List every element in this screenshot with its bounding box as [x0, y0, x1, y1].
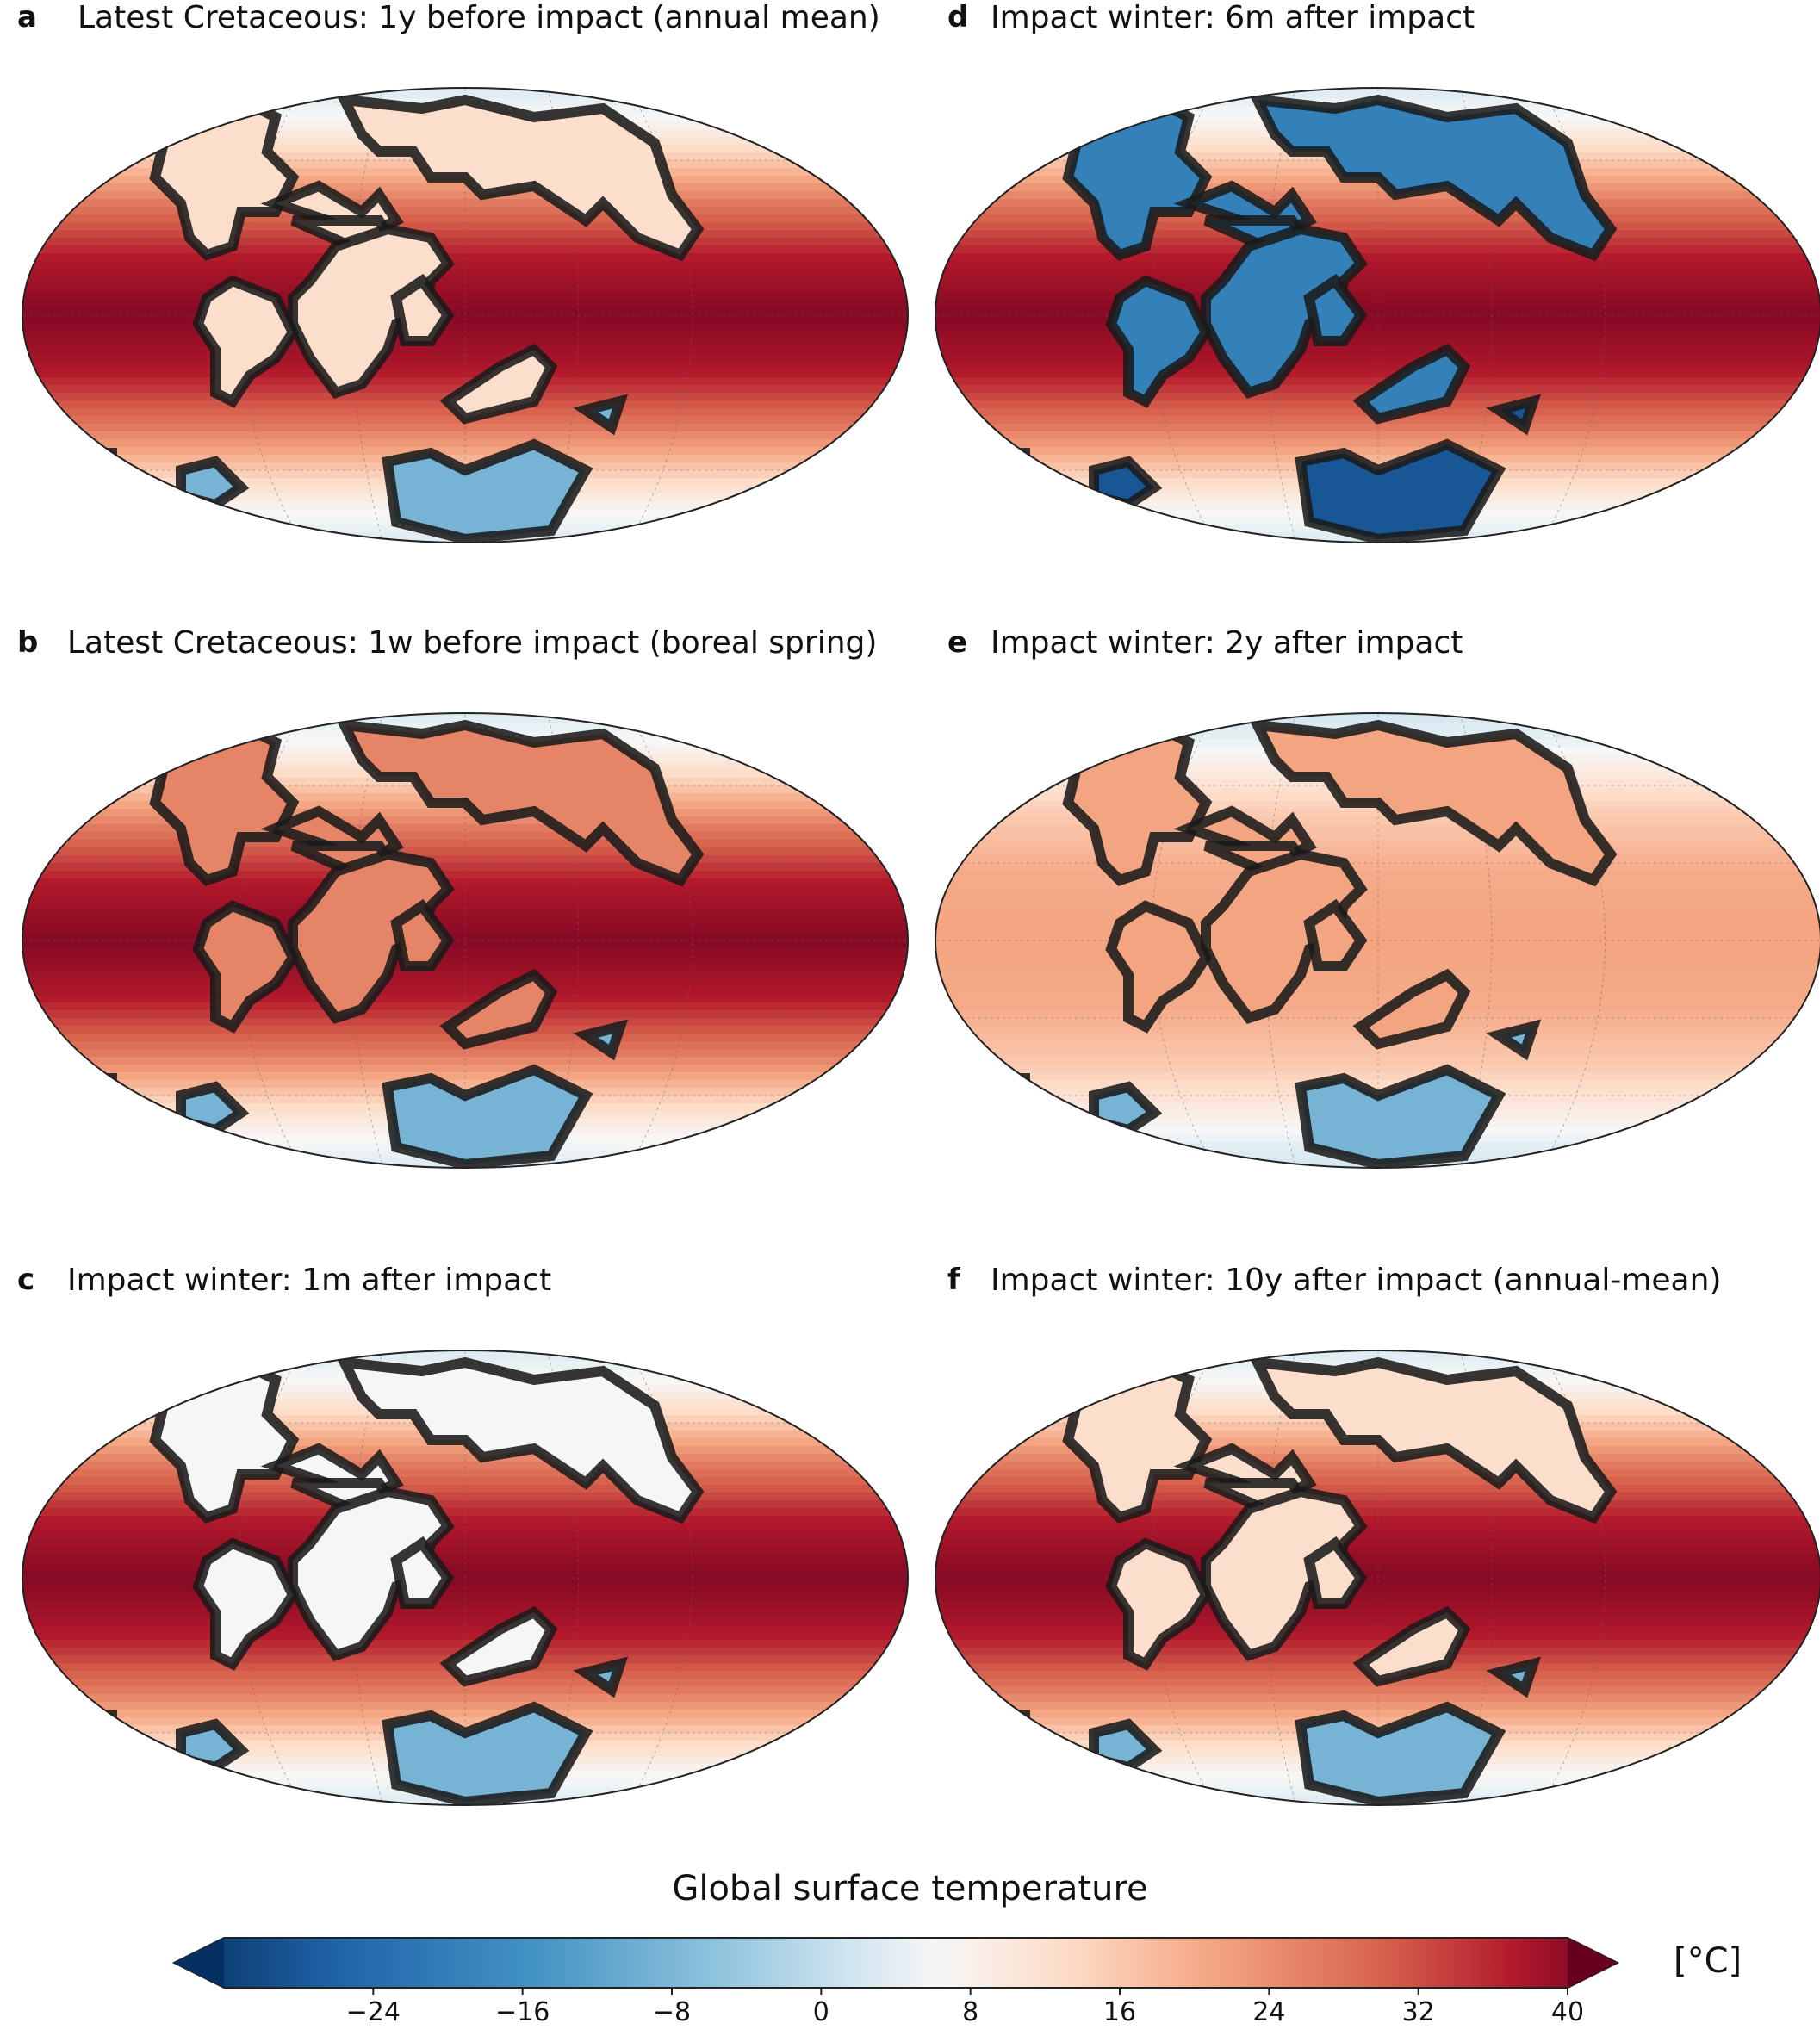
panel-letter: d	[947, 0, 969, 34]
panel-title: Latest Cretaceous: 1w before impact (bor…	[67, 625, 878, 661]
map-a	[22, 87, 909, 543]
colorbar-unit: [°C]	[1674, 1941, 1742, 1981]
map-d	[935, 87, 1820, 543]
panel-e: e Impact winter: 2y after impact	[930, 625, 1820, 1228]
panel-letter: a	[17, 0, 37, 34]
panel-title: Latest Cretaceous: 1y before impact (ann…	[78, 0, 880, 35]
colorbar: Global surface temperature −24 −16 −8 0 8 16 2…	[0, 1869, 1820, 2036]
map-e	[935, 712, 1820, 1169]
panel-title: Impact winter: 6m after impact	[991, 0, 1475, 35]
panel-letter: f	[947, 1263, 960, 1297]
panel-b: b Latest Cretaceous: 1w before impact (b…	[17, 625, 913, 1228]
map-f	[935, 1350, 1820, 1806]
colorbar-tick-label: 24	[1252, 1997, 1285, 2027]
panel-d: d Impact winter: 6m after impact	[930, 0, 1820, 603]
panel-letter: b	[17, 625, 39, 660]
colorbar-tick-label: 32	[1402, 1997, 1435, 2027]
colorbar-bar: −24 −16 −8 0 8 16 24 32 40	[171, 1937, 1620, 2027]
colorbar-tick-label: −24	[346, 1997, 401, 2027]
colorbar-title: Global surface temperature	[672, 1869, 1148, 1909]
colorbar-tick-label: −8	[653, 1997, 691, 2027]
colorbar-tick-label: 8	[962, 1997, 978, 2027]
panel-title: Impact winter: 2y after impact	[991, 625, 1463, 661]
colorbar-tick-label: 40	[1551, 1997, 1584, 2027]
panel-c: c Impact winter: 1m after impact	[17, 1263, 913, 1865]
panel-title: Impact winter: 1m after impact	[67, 1263, 552, 1298]
panel-letter: c	[17, 1263, 35, 1297]
colorbar-tick-label: 0	[813, 1997, 829, 2027]
panel-letter: e	[947, 625, 968, 660]
map-b	[22, 712, 909, 1169]
map-c	[22, 1350, 909, 1806]
panel-f: f Impact winter: 10y after impact (annua…	[930, 1263, 1820, 1865]
colorbar-tick-label: −16	[495, 1997, 550, 2027]
colorbar-tick-label: 16	[1103, 1997, 1136, 2027]
panel-title: Impact winter: 10y after impact (annual-…	[991, 1263, 1722, 1298]
panel-a: a Latest Cretaceous: 1y before impact (a…	[17, 0, 913, 603]
